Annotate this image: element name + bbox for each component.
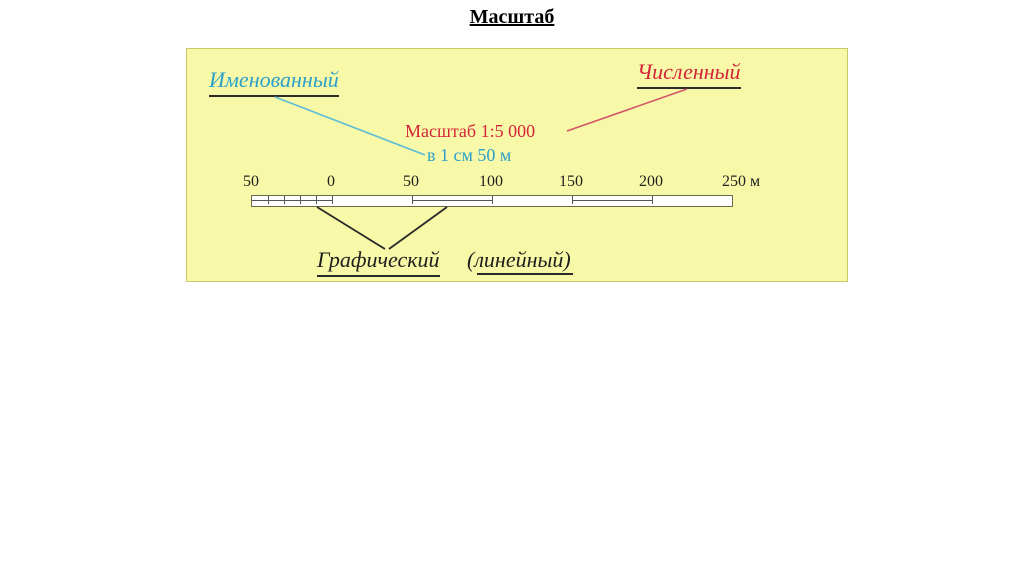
bar-tick-major	[412, 196, 413, 204]
bar-tick-major	[332, 196, 333, 204]
diagram-panel: Именованный Численный Масштаб 1:5 000 в …	[186, 48, 848, 282]
scale-named-text: в 1 см 50 м	[427, 145, 511, 166]
bar-subtick	[300, 196, 301, 204]
bar-seg-midline	[572, 200, 652, 201]
bar-tick-6: 250 м	[722, 173, 760, 191]
page-title: Масштаб	[0, 6, 1024, 29]
scale-ratio-text: Масштаб 1:5 000	[405, 121, 535, 142]
bar-tick-0: 50	[243, 173, 259, 191]
bar-subtick	[284, 196, 285, 204]
connector-numeric	[567, 89, 687, 131]
bar-left-midline	[252, 200, 332, 201]
bar-tick-2: 50	[403, 173, 419, 191]
bar-tick-3: 100	[479, 173, 503, 191]
connector-graphic-1	[317, 207, 385, 249]
bar-tick-major	[492, 196, 493, 204]
bar-tick-5: 200	[639, 173, 663, 191]
underline-linear	[477, 273, 573, 275]
bar-tick-4: 150	[559, 173, 583, 191]
bar-tick-major	[572, 196, 573, 204]
label-named: Именованный	[209, 67, 339, 97]
connector-named	[275, 97, 425, 155]
label-graphic: Графический	[317, 247, 440, 277]
bar-tick-1: 0	[327, 173, 335, 191]
bar-subtick	[316, 196, 317, 204]
label-numeric: Численный	[637, 59, 741, 89]
connector-graphic-2	[389, 207, 447, 249]
scale-bar	[251, 195, 733, 207]
bar-tick-major	[652, 196, 653, 204]
bar-subtick	[268, 196, 269, 204]
label-linear: (линейный)	[467, 247, 571, 273]
page: Масштаб Именованный Численный Масштаб 1:…	[0, 0, 1024, 574]
bar-seg-midline	[412, 200, 492, 201]
